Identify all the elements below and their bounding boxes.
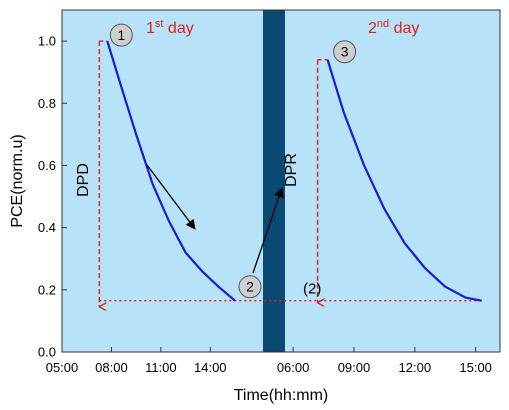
y-tick-label: 0.4 <box>38 220 56 235</box>
night-band <box>263 10 285 352</box>
day2-label: 2nd day <box>368 18 419 37</box>
y-tick-label: 1.0 <box>38 34 56 49</box>
point-marker-2 <box>238 275 262 299</box>
x-tick-label: 12:00 <box>399 360 432 375</box>
dpd-label: DPD <box>75 163 92 197</box>
point-marker-label: 1 <box>117 27 125 43</box>
day1-label: 1st day <box>146 18 194 37</box>
day1-pce-curve <box>106 40 236 302</box>
x-tick-label: 05:00 <box>46 360 79 375</box>
y-tick-label: 0.8 <box>38 96 56 111</box>
point-marker-3 <box>333 40 357 64</box>
point-marker-label: 2 <box>246 279 254 295</box>
y-tick-label: 0.6 <box>38 158 56 173</box>
plot-frame <box>61 9 501 353</box>
y-tick-label: 0.2 <box>38 282 56 297</box>
x-tick-label: 06:00 <box>277 360 310 375</box>
point-2-alt-label: (2) <box>303 281 321 298</box>
x-tick-label: 15:00 <box>459 360 492 375</box>
decay-arrow <box>146 164 196 230</box>
recovery-arrow <box>252 187 284 274</box>
y-axis-label: PCE(norm.u) <box>9 134 26 227</box>
dpr-label: DPR <box>283 153 300 187</box>
x-tick-label: 08:00 <box>95 360 128 375</box>
x-tick-label: 14:00 <box>194 360 227 375</box>
x-tick-label: 09:00 <box>338 360 371 375</box>
day2-pce-curve <box>326 59 483 302</box>
point-marker-1 <box>109 23 133 47</box>
y-tick-label: 0.0 <box>38 345 56 360</box>
point-marker-label: 3 <box>341 44 349 60</box>
x-tick-label: 11:00 <box>145 360 177 375</box>
x-axis-label: Time(hh:mm) <box>234 387 329 404</box>
